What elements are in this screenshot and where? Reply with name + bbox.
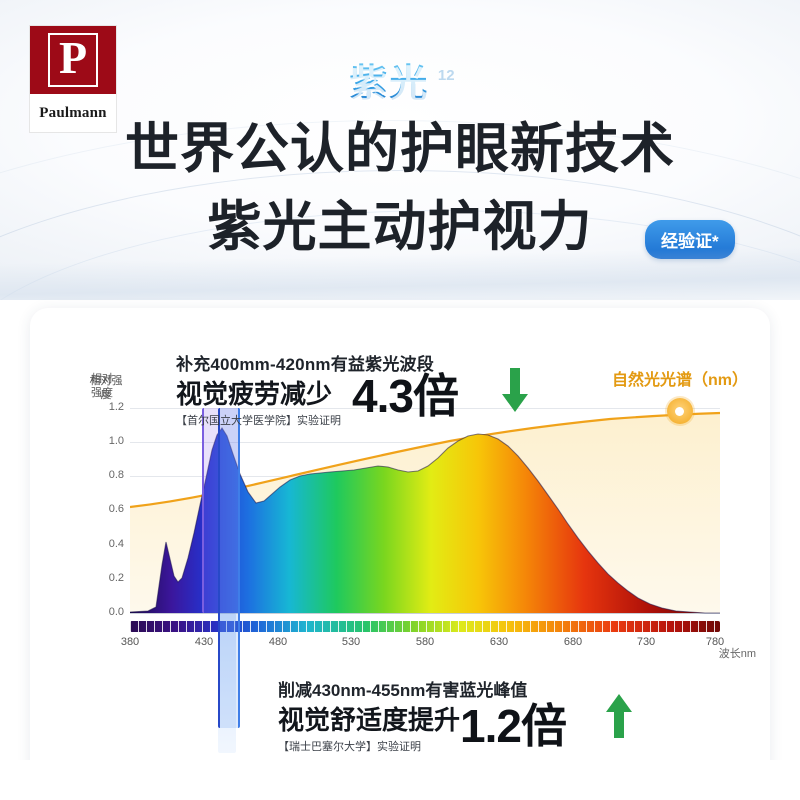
x-tick-530: 530 bbox=[341, 636, 361, 648]
logo-mark: P bbox=[30, 26, 116, 94]
x-axis-title: 波长nm bbox=[718, 648, 756, 660]
brand-word-block: 紫光 12 bbox=[0, 52, 800, 107]
y-tick-0.0: 0.0 bbox=[108, 606, 124, 618]
spectrum-strip-ticks bbox=[130, 621, 720, 632]
headline-line-2: 紫光主动护视力 bbox=[207, 197, 593, 257]
arrow-down-icon bbox=[502, 368, 528, 412]
y-axis-title: 相对强度 bbox=[86, 374, 126, 402]
x-tick-430: 430 bbox=[194, 636, 214, 648]
annotation-bottom-line2: 视觉舒适度提升 bbox=[278, 705, 461, 735]
logo-wordmark: Paulmann bbox=[39, 104, 107, 121]
annotation-top-line1: 补充400mm-420nm有益紫光波段 bbox=[176, 355, 434, 374]
y-axis-caption: 相对 强度 bbox=[82, 372, 122, 400]
logo-letter: P bbox=[47, 33, 99, 87]
verified-badge: 经验证* bbox=[645, 220, 735, 259]
x-tick-480: 480 bbox=[268, 636, 288, 648]
annotation-bottom-source: 【瑞士巴塞尔大学】实验证明 bbox=[278, 741, 421, 753]
highlight-band-blue-extension bbox=[218, 613, 236, 753]
annotation-bottom-value: 1.2倍 bbox=[460, 700, 567, 752]
arrow-up-icon bbox=[606, 694, 632, 738]
decorative-swoosh-3 bbox=[0, 120, 800, 300]
annotation-top-source: 【首尔国立大学医学院】实验证明 bbox=[176, 415, 341, 427]
y-axis-caption-line2: 强度 bbox=[91, 387, 113, 399]
annotation-top-line2: 视觉疲劳减少 bbox=[176, 379, 333, 409]
paulmann-logo: P Paulmann bbox=[30, 26, 116, 132]
annotation-bottom-line1: 削减430nm-455nm有害蓝光峰值 bbox=[278, 681, 528, 700]
y-tick-1.0: 1.0 bbox=[108, 435, 124, 447]
x-tick-380: 380 bbox=[120, 636, 140, 648]
x-tick-780: 780 bbox=[705, 636, 725, 648]
hero-section: P Paulmann 紫光 12 世界公认的护眼新技术 紫光主动护视力 经验证* bbox=[0, 0, 800, 300]
y-tick-0.6: 0.6 bbox=[108, 503, 124, 515]
spectrum-chart-card: 相对强度 1.2 1.0 0.8 0.6 0.4 0.2 0.0 bbox=[30, 308, 770, 786]
x-tick-680: 680 bbox=[563, 636, 583, 648]
x-axis-line bbox=[130, 613, 720, 614]
x-tick-730: 730 bbox=[636, 636, 656, 648]
x-tick-580: 580 bbox=[415, 636, 435, 648]
brand-word: 紫光 bbox=[349, 52, 429, 107]
y-axis-title-text: 相对强度 bbox=[89, 375, 123, 401]
y-tick-1.2: 1.2 bbox=[108, 401, 124, 413]
y-axis-caption-line1: 相对 bbox=[91, 373, 113, 385]
chart-legend: 自然光光谱（nm） bbox=[612, 366, 748, 424]
annotation-top-value: 4.3倍 bbox=[352, 370, 459, 422]
bottom-spacer bbox=[0, 760, 800, 800]
highlight-band-blue bbox=[218, 408, 240, 728]
brand-superscript: 12 bbox=[437, 67, 455, 84]
plot-area: 1.2 1.0 0.8 0.6 0.4 0.2 0.0 bbox=[109, 401, 724, 648]
headline-line-1: 世界公认的护眼新技术 bbox=[125, 119, 675, 179]
y-tick-0.2: 0.2 bbox=[108, 572, 124, 584]
x-tick-630: 630 bbox=[489, 636, 509, 648]
legend-label: 自然光光谱（nm） bbox=[611, 372, 748, 389]
y-tick-0.8: 0.8 bbox=[108, 469, 124, 481]
spectrum-curves bbox=[130, 411, 720, 614]
sun-icon bbox=[666, 398, 693, 424]
y-tick-0.4: 0.4 bbox=[108, 538, 124, 550]
